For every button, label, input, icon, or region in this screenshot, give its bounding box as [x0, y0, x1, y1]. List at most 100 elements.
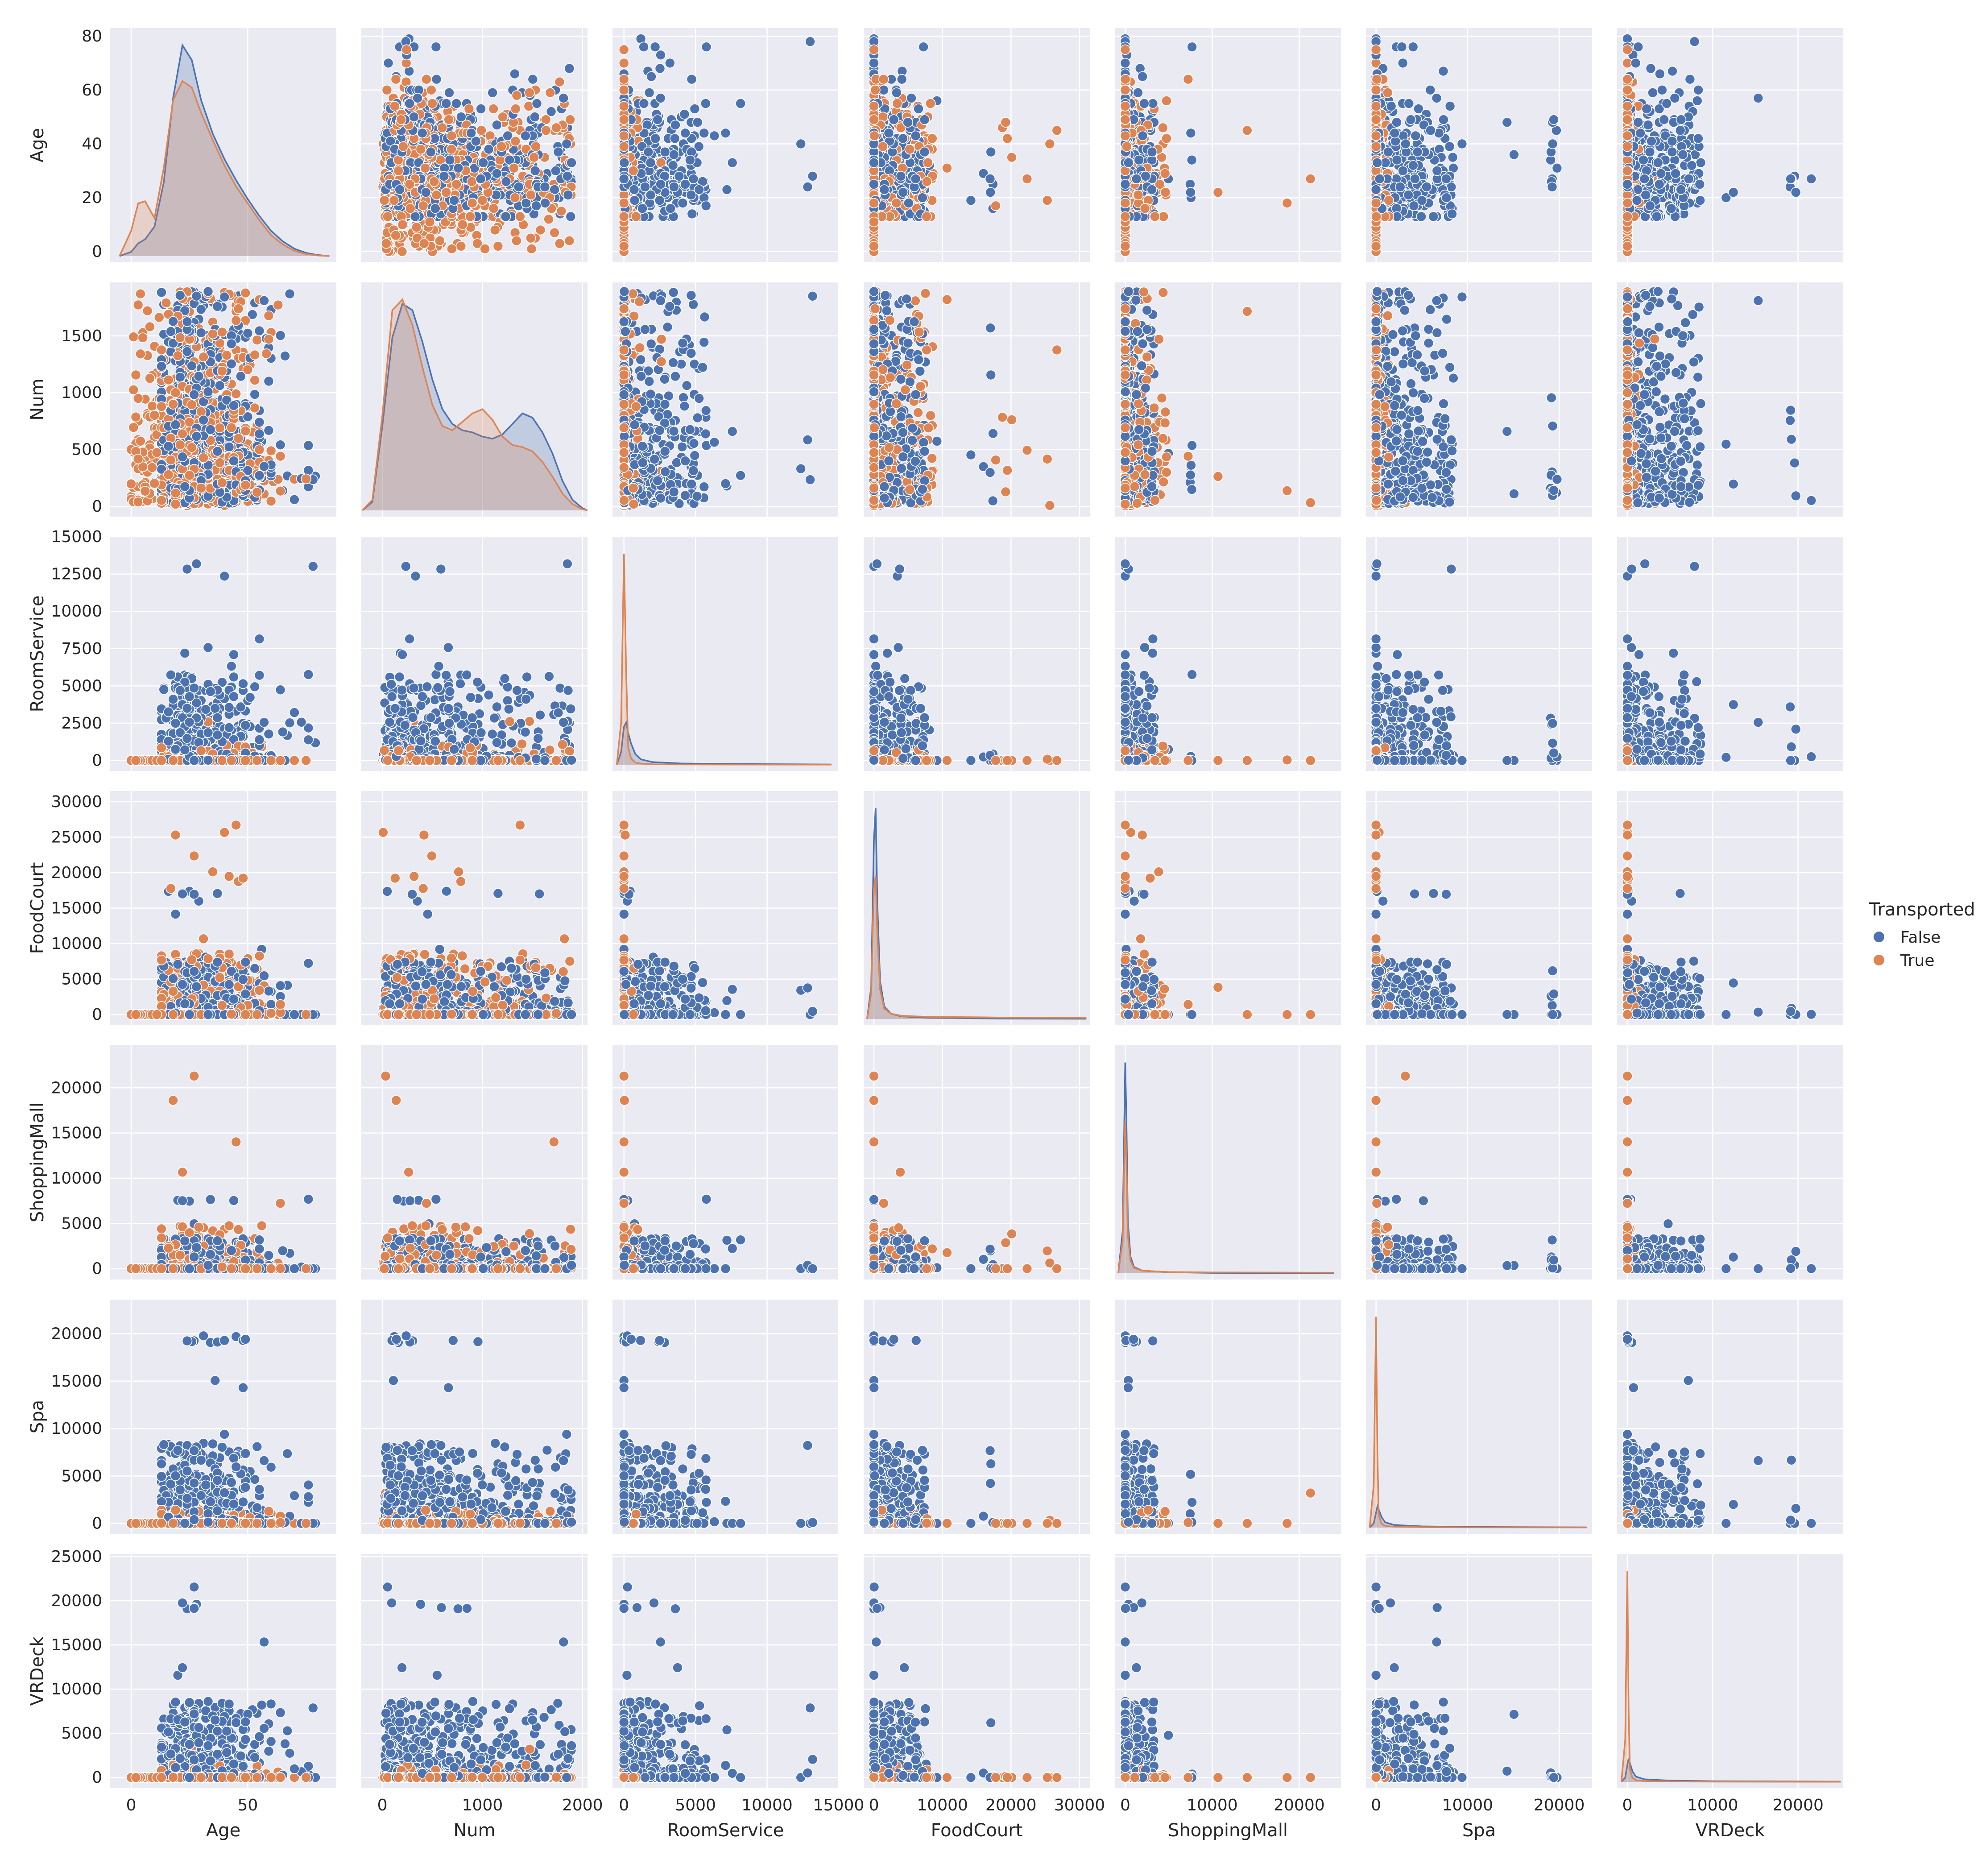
point-false	[540, 182, 550, 192]
point-false	[510, 69, 520, 79]
point-true	[382, 85, 392, 95]
point-false	[701, 99, 711, 108]
point-false	[559, 93, 568, 103]
point-true	[422, 75, 431, 84]
point-true	[529, 153, 539, 162]
point-false	[728, 158, 737, 168]
point-false	[466, 128, 476, 138]
point-true	[619, 211, 629, 221]
point-false	[884, 128, 894, 138]
point-true	[389, 195, 399, 205]
point-true	[397, 220, 407, 230]
point-false	[501, 177, 511, 186]
point-false	[702, 42, 712, 52]
point-true	[391, 75, 401, 84]
point-false	[640, 182, 650, 192]
point-false	[554, 147, 563, 157]
point-false	[985, 187, 995, 197]
point-true	[489, 203, 499, 213]
point-false	[1187, 42, 1197, 52]
point-false	[687, 75, 697, 84]
point-true	[465, 211, 475, 221]
point-true	[476, 125, 486, 135]
point-true	[905, 145, 914, 154]
subplot-Age-vs-Num	[361, 28, 588, 262]
point-true	[869, 101, 879, 111]
point-false	[985, 174, 995, 184]
point-true	[1002, 133, 1012, 143]
point-false	[540, 198, 550, 208]
point-false	[444, 88, 454, 98]
point-false	[898, 133, 908, 143]
point-false	[655, 195, 665, 205]
point-false	[484, 145, 494, 154]
point-false	[904, 198, 914, 208]
point-true	[426, 85, 436, 95]
subplot-Age-vs-RoomService	[612, 28, 839, 262]
point-false	[551, 166, 561, 176]
point-false	[669, 150, 679, 160]
point-false	[680, 179, 690, 189]
point-true	[879, 75, 889, 84]
point-true	[444, 115, 454, 124]
point-false	[892, 88, 902, 98]
point-true	[926, 99, 935, 108]
point-false	[639, 42, 649, 52]
point-true	[525, 88, 534, 98]
point-false	[869, 158, 879, 168]
point-true	[398, 142, 408, 152]
point-true	[490, 225, 500, 235]
point-false	[645, 158, 655, 168]
y-tick-label: 40	[82, 135, 102, 153]
point-false	[722, 185, 732, 195]
point-true	[1001, 117, 1010, 127]
point-false	[903, 117, 913, 127]
point-false	[920, 115, 930, 124]
point-false	[701, 201, 711, 211]
point-false	[655, 64, 665, 74]
point-false	[630, 195, 640, 205]
point-true	[383, 211, 393, 221]
point-false	[530, 112, 540, 122]
y-tick-label: 20	[82, 189, 102, 207]
point-true	[447, 244, 457, 254]
point-false	[687, 209, 697, 219]
point-false	[653, 115, 662, 124]
point-true	[527, 244, 537, 254]
point-false	[709, 131, 719, 141]
point-true	[437, 123, 447, 133]
point-true	[556, 206, 566, 216]
point-false	[674, 171, 684, 181]
point-true	[498, 112, 508, 122]
point-true	[619, 85, 629, 95]
point-false	[476, 104, 486, 114]
point-true	[551, 123, 561, 133]
point-false	[449, 195, 459, 205]
point-false	[879, 185, 889, 195]
point-false	[476, 174, 486, 184]
point-false	[492, 169, 502, 178]
point-false	[619, 174, 629, 184]
point-false	[650, 133, 660, 143]
point-false	[720, 128, 730, 138]
point-true	[405, 179, 414, 189]
point-false	[563, 190, 573, 200]
point-true	[619, 115, 629, 124]
point-true	[619, 75, 629, 84]
point-false	[918, 193, 927, 203]
point-false	[690, 104, 699, 114]
point-true	[545, 88, 555, 98]
point-false	[656, 50, 666, 60]
point-false	[869, 58, 879, 68]
point-true	[619, 198, 629, 208]
y-tick-label: 80	[82, 27, 102, 46]
point-true	[512, 236, 521, 246]
point-true	[619, 45, 629, 54]
point-true	[435, 236, 445, 246]
point-true	[420, 163, 430, 173]
point-false	[914, 104, 923, 114]
point-true	[390, 101, 400, 111]
point-false	[563, 171, 572, 181]
